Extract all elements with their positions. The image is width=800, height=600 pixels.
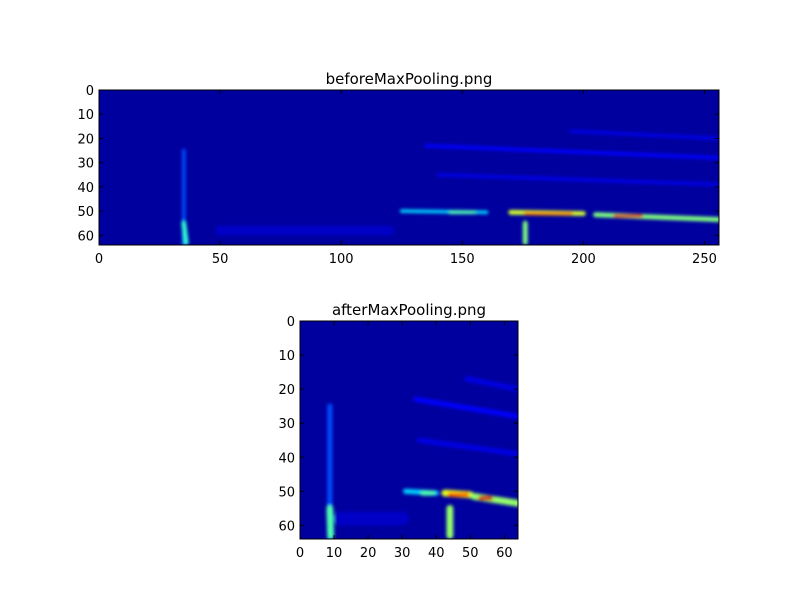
y-tick-label: 30 xyxy=(77,157,94,172)
y-tick-label: 50 xyxy=(77,205,94,220)
y-tick-label: 50 xyxy=(278,485,295,500)
x-tick-label: 20 xyxy=(360,546,377,561)
heatmap-intensity-feature xyxy=(464,376,518,392)
heatmap-intensity-feature xyxy=(436,172,719,187)
x-tick-label: 50 xyxy=(462,546,479,561)
x-tick-label: 40 xyxy=(428,546,445,561)
heatmap-after: 0 10 20 30 40 50 600102030405060afterMaxPoolin… xyxy=(278,301,519,561)
x-tick-label: 10 xyxy=(326,546,343,561)
heatmap-intensity-feature xyxy=(416,437,518,457)
x-tick-label: 60 xyxy=(496,546,513,561)
y-tick-label: 0 xyxy=(287,315,295,330)
y-tick-label: 10 xyxy=(278,349,295,364)
x-tick-label: 0 xyxy=(95,252,103,267)
heatmap-before: 0 50 100 150 200 250 0 10 20 30 40 50 60 beforeMaxPoo… xyxy=(77,70,720,267)
y-tick-label: 20 xyxy=(278,383,295,398)
heatmap-background xyxy=(99,90,719,245)
y-tick-label: 40 xyxy=(77,181,94,196)
y-tick-label: 60 xyxy=(278,519,295,534)
heatmap-intensity-feature xyxy=(424,143,719,160)
x-tick-label: 250 xyxy=(692,252,717,267)
heatmap-intensity-feature xyxy=(181,220,189,245)
heatmap-intensity-feature xyxy=(413,396,518,419)
heatmap-intensity-feature xyxy=(326,504,335,539)
y-tick-label: 20 xyxy=(77,132,94,147)
y-tick-label: 30 xyxy=(278,417,295,432)
y-tick-label: 0 xyxy=(86,84,94,99)
chart-title: afterMaxPooling.png xyxy=(332,301,486,319)
y-tick-label: 60 xyxy=(77,229,94,244)
heatmap-background xyxy=(300,321,518,539)
chart-title: beforeMaxPooling.png xyxy=(326,70,493,88)
axes-frame xyxy=(299,320,519,540)
x-tick-label: 30 xyxy=(394,546,411,561)
x-tick-label: 50 xyxy=(212,252,229,267)
y-tick-label: 10 xyxy=(77,108,94,123)
x-tick-label: 200 xyxy=(571,252,596,267)
axes-frame xyxy=(98,89,720,246)
x-tick-label: 100 xyxy=(329,252,354,267)
x-tick-label: 150 xyxy=(450,252,475,267)
x-tick-label: 0 xyxy=(296,546,304,561)
heatmap-intensity-feature xyxy=(569,129,719,141)
y-tick-label: 40 xyxy=(278,451,295,466)
